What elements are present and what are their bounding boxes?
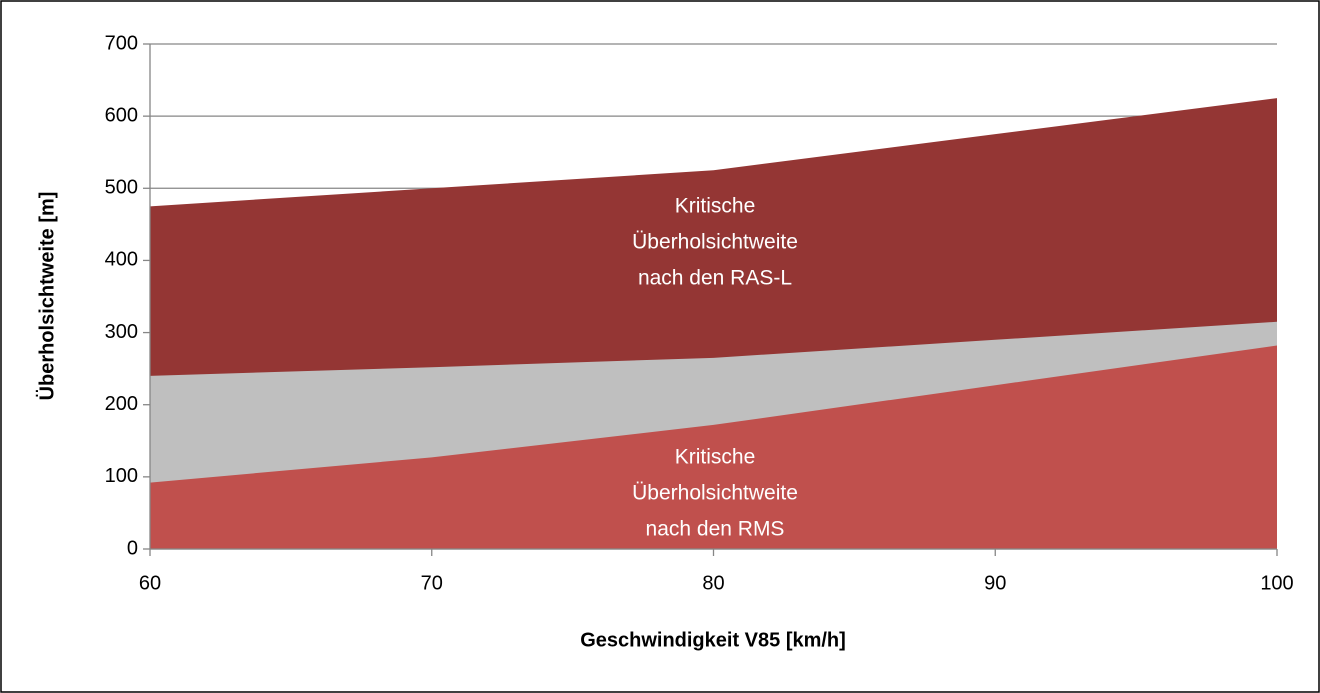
areas bbox=[150, 98, 1277, 549]
y-tick-label: 100 bbox=[105, 465, 138, 487]
annotation: nach den RAS-L bbox=[638, 267, 792, 290]
x-tick-label: 80 bbox=[702, 572, 724, 594]
y-tick-label: 400 bbox=[105, 249, 138, 271]
x-tick-label: 90 bbox=[984, 572, 1006, 594]
x-tick-label: 70 bbox=[421, 572, 443, 594]
annotation: Überholsichtweite bbox=[632, 231, 798, 254]
annotation: Kritische bbox=[675, 195, 756, 218]
annotation: nach den RMS bbox=[646, 518, 785, 541]
y-tick-label: 300 bbox=[105, 321, 138, 343]
y-tick-label: 500 bbox=[105, 177, 138, 199]
axes: 0 100 200 300 400 500 600 700 60 70 80 90 100 bbox=[105, 32, 1294, 594]
area bbox=[150, 345, 1277, 549]
y-axis-title: Überholsichtweite [m] bbox=[35, 192, 58, 401]
x-tick-label: 100 bbox=[1260, 572, 1293, 594]
y-tick-label: 600 bbox=[105, 104, 138, 126]
x-tick-label: 60 bbox=[139, 572, 161, 594]
y-tick-label: 0 bbox=[127, 537, 138, 559]
y-tick-label: 700 bbox=[105, 32, 138, 54]
annotation: Kritische bbox=[675, 446, 756, 469]
y-tick-label: 200 bbox=[105, 393, 138, 415]
x-axis-title: Geschwindigkeit V85 [km/h] bbox=[580, 629, 846, 651]
annotation: Überholsichtweite bbox=[632, 482, 798, 505]
